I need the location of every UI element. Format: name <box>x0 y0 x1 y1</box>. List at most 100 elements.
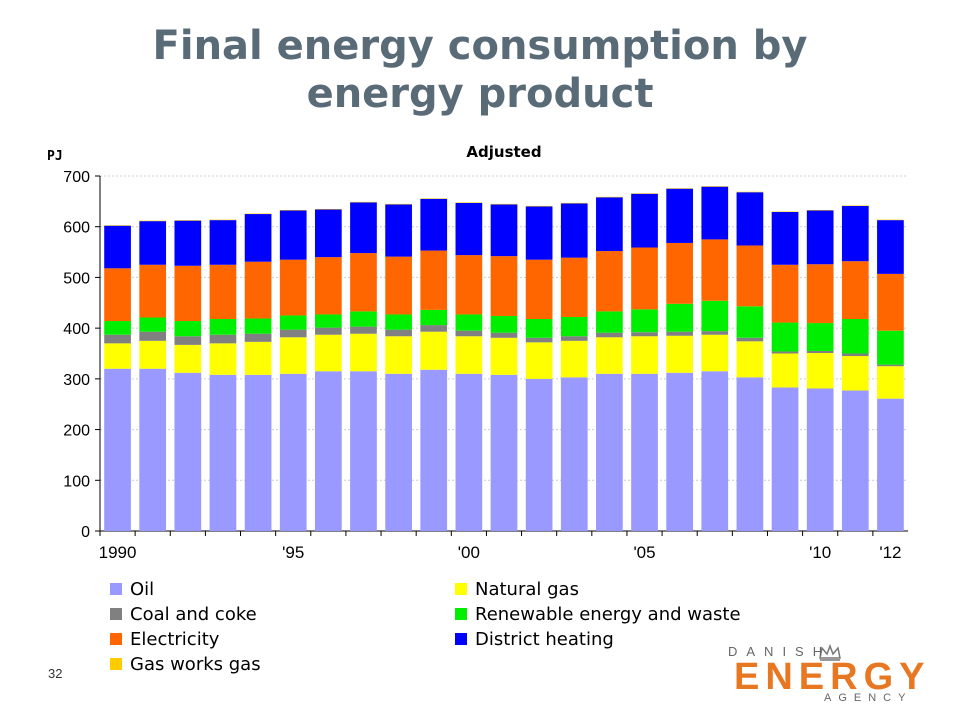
bar-segment <box>455 255 483 315</box>
bar-segment <box>877 398 904 531</box>
bar-segment <box>174 344 202 373</box>
bar-segment <box>314 371 342 531</box>
bar-segment <box>771 264 799 323</box>
bar-segment <box>350 201 377 203</box>
x-tick-label: '95 <box>282 543 304 562</box>
bar-segment <box>841 205 869 206</box>
bar-segment <box>490 204 518 257</box>
bar-segment <box>490 332 518 338</box>
bar-segment <box>314 314 342 328</box>
legend-label: Gas works gas <box>130 654 261 675</box>
legend-swatch <box>110 608 122 620</box>
bar-segment <box>350 371 377 531</box>
y-tick-label: 400 <box>63 321 90 338</box>
bar-segment <box>596 311 623 333</box>
bar-segment <box>490 203 518 205</box>
bar-segment <box>525 342 553 379</box>
legend-label: Oil <box>130 579 154 600</box>
bar-segment <box>806 209 834 211</box>
bar-segment <box>314 209 342 258</box>
bar-segment <box>631 309 658 333</box>
bar-segment <box>139 331 167 341</box>
bar-segment <box>279 210 307 260</box>
bar-segment <box>490 315 518 333</box>
bar-segment <box>631 332 658 337</box>
legend-label: Renewable energy and waste <box>475 604 741 625</box>
bar-segment <box>631 193 658 194</box>
legend-swatch <box>110 658 122 670</box>
bar-segment <box>420 369 448 531</box>
bar-segment <box>560 257 588 317</box>
bar-segment <box>806 210 834 265</box>
bar-segment <box>385 204 412 257</box>
bar-segment <box>174 321 202 337</box>
bar-segment <box>174 372 202 531</box>
y-tick-label: 500 <box>63 270 90 287</box>
slide-title: Final energy consumption by energy produ… <box>0 22 960 118</box>
bar-segment <box>279 259 307 316</box>
bar-segment <box>841 390 869 531</box>
x-tick-label: '10 <box>809 543 831 562</box>
legend-swatch <box>110 633 122 645</box>
logo-main-text: ENERGY <box>734 656 931 698</box>
bar-segment <box>841 356 869 391</box>
legend-swatch <box>455 633 467 645</box>
bar-segment <box>314 208 342 210</box>
bar-segment <box>420 198 448 251</box>
bar-segment <box>104 225 131 269</box>
bar-segment <box>279 337 307 374</box>
bar-segment <box>385 373 412 531</box>
bar-segment <box>174 265 202 322</box>
bar-segment <box>209 264 237 320</box>
bar-segment <box>771 212 799 265</box>
bar-segment <box>736 341 764 378</box>
logo-top-text: DANISH <box>728 644 832 659</box>
bar-segment <box>174 336 202 345</box>
bar-segment <box>666 188 694 243</box>
bar-segment <box>560 202 588 204</box>
bar-segment <box>701 186 729 187</box>
bar-segment <box>490 337 518 375</box>
bar-segment <box>736 306 764 338</box>
bar-segment <box>244 213 272 215</box>
bar-segment <box>209 334 237 344</box>
bar-segment <box>279 209 307 211</box>
bar-segment <box>596 196 623 198</box>
bar-segment <box>350 326 377 334</box>
bar-segment <box>525 337 553 343</box>
bar-segment <box>877 219 904 221</box>
bar-segment <box>596 251 623 312</box>
bar-segment <box>771 322 799 352</box>
bar-segment <box>139 220 167 222</box>
crown-icon <box>819 643 841 661</box>
danish-energy-agency-logo: DANISH ENERGY AGENCY <box>728 640 938 714</box>
y-axis-label: PJ <box>47 149 63 164</box>
bar-segment <box>279 373 307 531</box>
bar-segment <box>560 336 588 341</box>
y-tick-label: 200 <box>63 423 90 440</box>
bar-segment <box>104 268 131 322</box>
bar-segment <box>841 261 869 320</box>
bar-segment <box>350 253 377 312</box>
y-tick-label: 600 <box>63 220 90 237</box>
bar-segment <box>631 336 658 374</box>
bar-segment <box>420 331 448 370</box>
legend-label: District heating <box>475 629 614 650</box>
bar-segment <box>806 388 834 531</box>
bar-segment <box>736 192 764 246</box>
bar-segment <box>806 350 834 353</box>
bar-segment <box>525 259 553 320</box>
bar-segment <box>244 214 272 262</box>
bar-segment <box>385 336 412 374</box>
bar-segment <box>455 202 483 203</box>
legend-swatch <box>455 583 467 595</box>
bar-segment <box>104 334 131 344</box>
bar-segment <box>420 250 448 310</box>
bar-segment <box>841 353 869 357</box>
bar-segment <box>701 334 729 372</box>
bar-segment <box>244 318 272 334</box>
bar-segment <box>701 331 729 335</box>
bar-segment <box>104 225 131 226</box>
legend-label: Natural gas <box>475 579 579 600</box>
title-line-1: Final energy consumption by <box>152 23 808 69</box>
